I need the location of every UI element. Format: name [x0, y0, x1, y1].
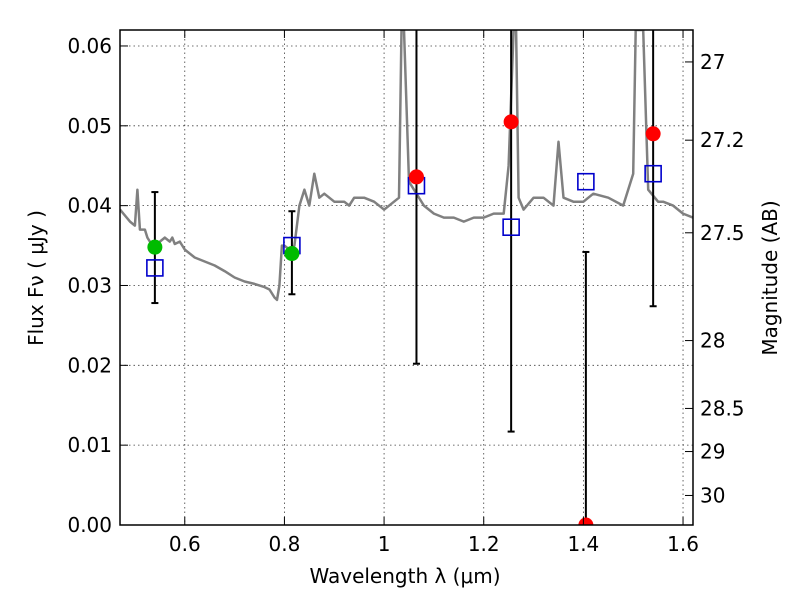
x-tick-label: 0.6: [169, 532, 201, 556]
errorbar-layer: [151, 30, 657, 525]
y-tick-label: 0.02: [67, 353, 112, 377]
spectrum-line: [120, 30, 693, 302]
y-tick-label: 0.03: [67, 273, 112, 297]
observed-upper-limits-point: [578, 517, 594, 525]
model-point-square: [502, 218, 520, 237]
y2-tick-label: 27: [700, 50, 725, 74]
model-point-square: [644, 164, 662, 183]
spectrum-layer: [120, 30, 693, 302]
y2-axis-label: Magnitude (AB): [758, 200, 782, 355]
y2-tick-label: 28: [700, 329, 725, 353]
y2-tick-label: 30: [700, 483, 725, 507]
y2-tick-label: 29: [700, 440, 725, 464]
marker-layer: [146, 114, 662, 525]
model-point-square: [146, 259, 164, 277]
y-tick-label: 0.04: [67, 194, 112, 218]
y-tick-label: 0.00: [67, 513, 112, 537]
observed-upper-limits-point: [645, 126, 661, 142]
y-tick-label: 0.05: [67, 114, 112, 138]
observed-upper-limits-point: [408, 169, 424, 185]
plot-frame: [119, 29, 694, 526]
x-tick-label: 1.6: [667, 532, 699, 556]
frame-layer: [119, 29, 694, 526]
y2-tick-label: 28.5: [700, 396, 745, 420]
y-tick-label: 0.01: [67, 433, 112, 457]
observed-detections-point: [147, 239, 163, 255]
tick-layer: 0.6 0.8 1 1.2 1.4 1.6 0.00 0.01 0.02 0.03 0.04 0.05…: [67, 30, 745, 556]
x-tick-label: 1: [378, 532, 391, 556]
y-tick-label: 0.06: [67, 34, 112, 58]
x-tick-label: 1.4: [567, 532, 599, 556]
y2-tick-label: 27.2: [700, 128, 745, 152]
model-point-square: [577, 172, 595, 191]
x-axis-label: Wavelength λ (μm): [309, 564, 500, 588]
y2-tick-label: 27.5: [700, 221, 745, 245]
x-tick-label: 1.2: [468, 532, 500, 556]
x-tick-label: 0.8: [269, 532, 301, 556]
y-axis-label: Flux Fν ( μJy ): [24, 210, 48, 346]
observed-upper-limits-point: [503, 114, 519, 130]
observed-detections-point: [284, 246, 300, 262]
